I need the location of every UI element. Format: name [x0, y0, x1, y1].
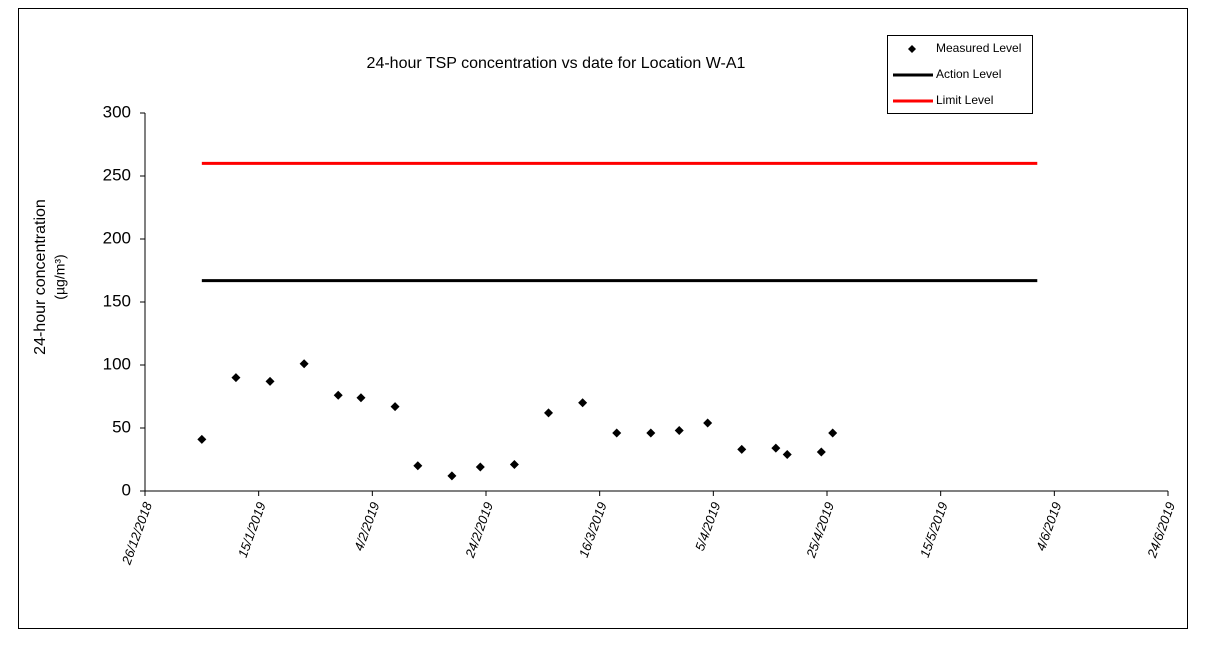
- data-point: [413, 461, 423, 471]
- data-point: [197, 434, 207, 444]
- y-tick-label: 200: [103, 228, 131, 247]
- y-tick-label: 300: [103, 102, 131, 121]
- legend-label: Limit Level: [936, 93, 993, 107]
- data-point: [612, 428, 622, 438]
- data-point: [475, 462, 485, 472]
- data-point: [333, 390, 343, 400]
- data-point: [816, 447, 826, 457]
- data-point: [265, 376, 275, 386]
- data-point: [737, 444, 747, 454]
- y-tick-label: 50: [112, 417, 131, 436]
- y-axis-label: 24-hour concentration: [32, 199, 49, 355]
- data-point: [390, 402, 400, 412]
- legend-label: Action Level: [936, 67, 1001, 81]
- y-tick-label: 100: [103, 354, 131, 373]
- data-point: [578, 398, 588, 408]
- data-point: [299, 359, 309, 369]
- y-axis-label-unit: (µg/m³): [52, 254, 68, 299]
- data-point: [356, 393, 366, 403]
- data-point: [828, 428, 838, 438]
- data-point: [231, 373, 241, 383]
- chart-title: 24-hour TSP concentration vs date for Lo…: [367, 55, 746, 72]
- legend-label: Measured Level: [936, 41, 1021, 55]
- legend-marker: [908, 45, 916, 53]
- y-tick-label: 150: [103, 291, 131, 310]
- data-point: [509, 460, 519, 470]
- data-point: [544, 408, 554, 418]
- data-point: [646, 428, 656, 438]
- data-point: [782, 449, 792, 459]
- y-tick-label: 0: [122, 480, 131, 499]
- data-point: [771, 443, 781, 453]
- y-tick-label: 250: [103, 165, 131, 184]
- data-point: [447, 471, 457, 481]
- data-point: [703, 418, 713, 428]
- data-point: [674, 426, 684, 436]
